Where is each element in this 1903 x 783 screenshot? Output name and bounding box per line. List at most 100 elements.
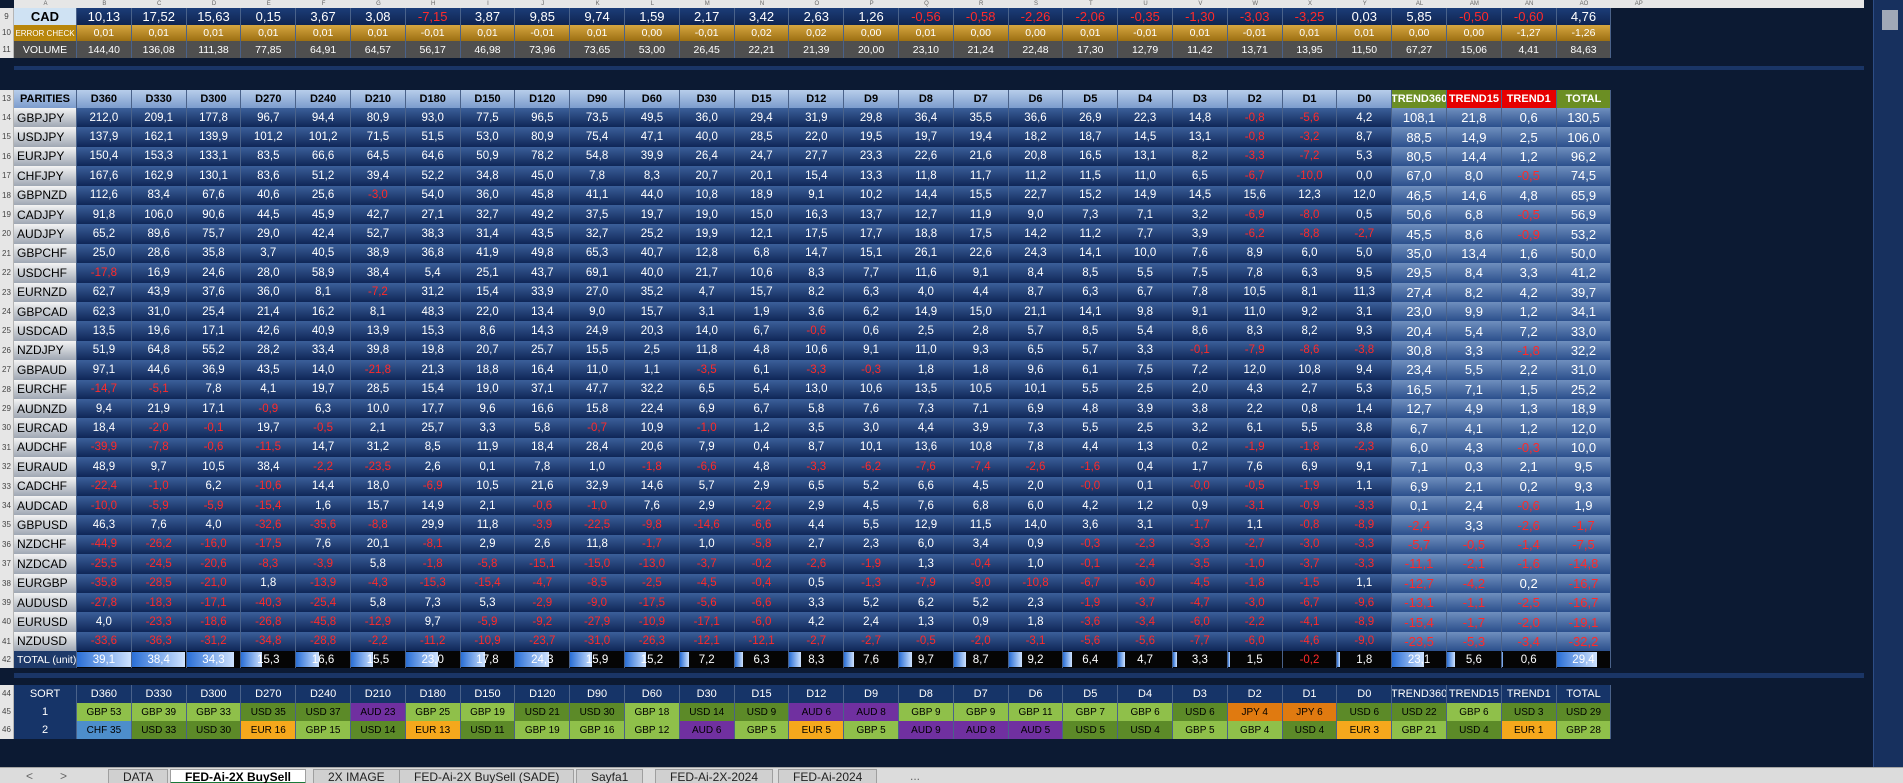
volume-value[interactable]: 84,63 xyxy=(1556,41,1612,58)
value-cell[interactable]: 8,1 xyxy=(351,302,406,322)
row-number[interactable]: 25 xyxy=(0,321,14,341)
row-number[interactable]: 21 xyxy=(0,243,14,264)
value-cell[interactable]: 15,8 xyxy=(570,399,625,419)
value-cell[interactable]: 36,0 xyxy=(679,108,735,128)
value-cell[interactable]: -10,9 xyxy=(625,612,680,632)
value-cell[interactable]: 30,8 xyxy=(1392,340,1447,361)
value-cell[interactable]: 44,0 xyxy=(625,185,680,205)
value-cell[interactable]: 35,8 xyxy=(186,243,242,264)
value-cell[interactable]: 49,8 xyxy=(515,243,571,264)
sort-cell[interactable]: GBP 19 xyxy=(515,721,571,740)
value-cell[interactable]: 35,0 xyxy=(1392,243,1447,264)
value-cell[interactable]: -6,0 xyxy=(1227,631,1283,652)
value-cell[interactable]: -1,8 xyxy=(1501,340,1557,361)
value-cell[interactable]: 93,0 xyxy=(405,108,461,128)
value-cell[interactable]: 5,8 xyxy=(515,418,571,438)
value-cell[interactable]: 3,3 xyxy=(1501,263,1557,283)
volume-value[interactable]: 144,40 xyxy=(77,41,132,58)
value-cell[interactable]: 20,1 xyxy=(734,166,790,186)
value-cell[interactable]: 5,3 xyxy=(1337,379,1393,399)
value-cell[interactable]: 11,8 xyxy=(679,340,735,361)
value-cell[interactable]: -2,7 xyxy=(1227,534,1283,555)
value-cell[interactable]: 1,0 xyxy=(570,457,625,477)
value-cell[interactable]: -2,0 xyxy=(953,631,1009,652)
value-cell[interactable]: 15,4 xyxy=(405,379,461,399)
sort-cell[interactable]: EUR 3 xyxy=(1337,721,1393,740)
sort-cell[interactable]: EUR 13 xyxy=(405,721,461,740)
value-cell[interactable]: -25,5 xyxy=(77,554,132,574)
value-cell[interactable]: 14,9 xyxy=(1118,185,1173,205)
value-cell[interactable]: -3,3 xyxy=(1227,146,1283,167)
value-cell[interactable]: -3,3 xyxy=(1337,496,1393,516)
row-number[interactable]: 26 xyxy=(0,340,14,361)
value-cell[interactable]: 2,5 xyxy=(1118,379,1173,399)
value-cell[interactable]: 8,3 xyxy=(625,166,680,186)
sort-column-header[interactable]: TREND1 xyxy=(1501,685,1557,704)
value-cell[interactable]: 12,0 xyxy=(1337,185,1393,205)
value-cell[interactable]: 2,9 xyxy=(789,496,845,516)
value-cell[interactable]: -26,8 xyxy=(241,612,297,632)
value-cell[interactable]: 20,4 xyxy=(1392,321,1447,341)
volume-value[interactable]: 64,57 xyxy=(351,41,406,58)
value-cell[interactable]: -6,0 xyxy=(734,612,790,632)
value-cell[interactable]: 20,6 xyxy=(625,437,680,458)
value-cell[interactable]: 5,4 xyxy=(1118,321,1173,341)
column-letter[interactable]: AN xyxy=(1525,1,1534,7)
value-cell[interactable]: -2,2 xyxy=(296,457,351,477)
column-header[interactable]: D90 xyxy=(570,90,625,108)
value-cell[interactable]: -1,6 xyxy=(1063,457,1119,477)
value-cell[interactable]: 29,0 xyxy=(241,224,297,244)
value-cell[interactable]: 75,7 xyxy=(186,224,242,244)
value-cell[interactable]: -2,7 xyxy=(789,631,845,652)
value-cell[interactable]: -0,5 xyxy=(1447,534,1502,555)
value-cell[interactable]: -11,1 xyxy=(1392,554,1447,574)
column-letter[interactable]: AL xyxy=(1415,1,1424,7)
value-cell[interactable]: 83,5 xyxy=(241,146,297,167)
sort-cell[interactable]: USD 30 xyxy=(570,703,625,722)
value-cell[interactable]: 38,9 xyxy=(351,243,406,264)
value-cell[interactable]: 54,8 xyxy=(570,146,625,167)
value-cell[interactable]: -34,8 xyxy=(241,631,297,652)
cad-value[interactable]: 1,26 xyxy=(844,8,899,25)
value-cell[interactable]: 1,2 xyxy=(1118,496,1173,516)
value-cell[interactable]: 1,2 xyxy=(1501,302,1557,322)
value-cell[interactable]: -9,8 xyxy=(625,515,680,535)
value-cell[interactable]: 21,3 xyxy=(405,360,461,380)
value-cell[interactable]: 9,2 xyxy=(1282,302,1338,322)
volume-value[interactable]: 22,21 xyxy=(734,41,790,58)
value-cell[interactable]: 10,6 xyxy=(844,379,899,399)
column-letter[interactable]: M xyxy=(704,1,710,7)
total-cell[interactable]: 15,2 xyxy=(625,651,680,669)
value-cell[interactable]: -3,1 xyxy=(1227,496,1283,516)
value-cell[interactable]: 10,5 xyxy=(953,379,1009,399)
parity-label[interactable]: EURCHF xyxy=(14,379,77,399)
value-cell[interactable]: -8,5 xyxy=(570,573,625,593)
value-cell[interactable]: 14,0 xyxy=(296,360,351,380)
value-cell[interactable]: -5,7 xyxy=(1392,534,1447,555)
value-cell[interactable]: 6,0 xyxy=(1392,437,1447,458)
value-cell[interactable]: 17,1 xyxy=(186,321,242,341)
value-cell[interactable]: 2,7 xyxy=(789,534,845,555)
value-cell[interactable]: -1,9 xyxy=(1063,593,1119,613)
column-letter[interactable]: I xyxy=(487,1,489,7)
column-header[interactable]: D210 xyxy=(351,90,406,108)
parity-label[interactable]: GBPNZD xyxy=(14,185,77,205)
value-cell[interactable]: 49,2 xyxy=(515,205,571,225)
column-letter[interactable]: AO xyxy=(1579,1,1589,7)
value-cell[interactable]: -26,3 xyxy=(625,631,680,652)
value-cell[interactable]: 6,5 xyxy=(1008,340,1064,361)
value-cell[interactable]: 9,0 xyxy=(570,302,625,322)
value-cell[interactable]: -35,6 xyxy=(296,515,351,535)
value-cell[interactable]: 6,5 xyxy=(679,379,735,399)
error-check-value[interactable]: 0,01 xyxy=(77,25,132,41)
value-cell[interactable]: -0,8 xyxy=(1227,108,1283,128)
column-letter[interactable]: W xyxy=(1252,1,1259,7)
column-letter[interactable]: P xyxy=(869,1,874,7)
value-cell[interactable]: -4,7 xyxy=(515,573,571,593)
tab-prev-button[interactable]: < xyxy=(26,769,34,783)
value-cell[interactable]: 17,7 xyxy=(844,224,899,244)
cad-value[interactable]: 2,63 xyxy=(789,8,845,25)
value-cell[interactable]: 14,6 xyxy=(625,476,680,496)
row-number[interactable]: 41 xyxy=(0,631,14,652)
value-cell[interactable]: 2,9 xyxy=(460,534,516,555)
